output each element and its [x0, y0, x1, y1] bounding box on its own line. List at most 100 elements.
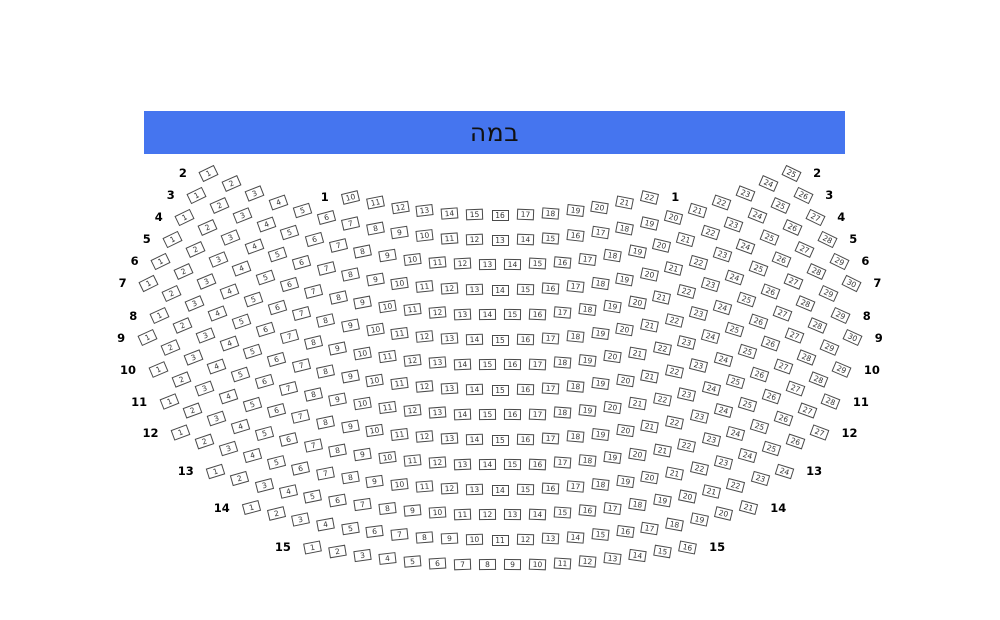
- seat[interactable]: 1: [206, 463, 226, 480]
- seat[interactable]: 12: [441, 482, 459, 495]
- seat[interactable]: 8: [316, 415, 335, 430]
- seat[interactable]: 7: [315, 466, 335, 481]
- seat[interactable]: 1: [242, 500, 262, 516]
- seat[interactable]: 3: [244, 185, 265, 202]
- seat[interactable]: 12: [516, 533, 534, 546]
- seat[interactable]: 19: [590, 326, 610, 341]
- seat[interactable]: 10: [428, 506, 447, 519]
- seat[interactable]: 21: [688, 202, 708, 218]
- seat[interactable]: 20: [714, 506, 734, 522]
- seat[interactable]: 6: [328, 494, 347, 508]
- seat[interactable]: 3: [353, 548, 372, 563]
- seat[interactable]: 7: [291, 409, 311, 425]
- seat[interactable]: 27: [794, 241, 815, 259]
- seat[interactable]: 22: [664, 312, 684, 328]
- seat[interactable]: 3: [196, 273, 217, 291]
- seat[interactable]: 5: [242, 396, 263, 412]
- seat[interactable]: 10: [415, 229, 434, 243]
- seat[interactable]: 2: [172, 317, 193, 335]
- seat[interactable]: 15: [653, 544, 672, 559]
- seat[interactable]: 6: [304, 232, 324, 248]
- seat[interactable]: 19: [591, 427, 610, 441]
- seat[interactable]: 11: [378, 400, 397, 415]
- seat[interactable]: 24: [701, 380, 721, 396]
- seat[interactable]: 8: [303, 335, 324, 351]
- seat[interactable]: 19: [566, 204, 585, 218]
- seat[interactable]: 11: [440, 231, 459, 245]
- seat[interactable]: 5: [255, 269, 276, 286]
- seat[interactable]: 21: [676, 232, 696, 248]
- seat[interactable]: 25: [748, 260, 768, 277]
- seat[interactable]: 26: [786, 433, 806, 450]
- seat[interactable]: 4: [315, 517, 335, 532]
- seat[interactable]: 13: [453, 308, 472, 320]
- seat[interactable]: 2: [182, 402, 203, 419]
- seat[interactable]: 21: [702, 483, 722, 499]
- seat[interactable]: 26: [771, 251, 792, 269]
- seat[interactable]: 23: [723, 216, 744, 233]
- seat[interactable]: 23: [689, 409, 709, 425]
- seat[interactable]: 12: [415, 330, 434, 343]
- seat[interactable]: 2: [171, 371, 192, 388]
- seat[interactable]: 7: [291, 358, 311, 373]
- seat[interactable]: 24: [724, 269, 745, 286]
- seat[interactable]: 19: [615, 272, 635, 286]
- seat[interactable]: 23: [714, 454, 734, 470]
- seat[interactable]: 20: [652, 238, 672, 254]
- seat[interactable]: 23: [688, 306, 709, 322]
- seat[interactable]: 3: [220, 229, 241, 246]
- seat[interactable]: 4: [219, 335, 239, 352]
- seat[interactable]: 21: [738, 500, 758, 516]
- seat[interactable]: 17: [640, 521, 660, 536]
- seat[interactable]: 17: [590, 225, 610, 240]
- seat[interactable]: 24: [725, 425, 746, 441]
- seat[interactable]: 9: [328, 392, 348, 407]
- seat[interactable]: 21: [640, 369, 660, 384]
- seat[interactable]: 20: [627, 295, 647, 310]
- seat[interactable]: 24: [701, 328, 721, 345]
- seat[interactable]: 2: [185, 241, 206, 259]
- seat[interactable]: 12: [390, 200, 410, 214]
- seat[interactable]: 25: [725, 321, 745, 338]
- seat[interactable]: 20: [628, 447, 647, 462]
- seat[interactable]: 5: [243, 344, 263, 360]
- seat[interactable]: 23: [677, 386, 697, 402]
- seat[interactable]: 13: [503, 509, 522, 521]
- seat[interactable]: 24: [758, 175, 779, 193]
- seat[interactable]: 3: [254, 477, 274, 493]
- seat[interactable]: 19: [639, 215, 659, 231]
- seat[interactable]: 24: [738, 448, 758, 464]
- seat[interactable]: 14: [491, 484, 509, 496]
- seat[interactable]: 12: [453, 258, 472, 270]
- seat[interactable]: 19: [615, 474, 635, 489]
- seat[interactable]: 6: [365, 525, 384, 539]
- seat[interactable]: 25: [770, 197, 791, 215]
- seat[interactable]: 19: [591, 377, 610, 391]
- seat[interactable]: 11: [453, 508, 472, 521]
- seat[interactable]: 23: [735, 185, 756, 202]
- seat[interactable]: 6: [267, 351, 287, 367]
- seat[interactable]: 18: [665, 517, 685, 532]
- seat[interactable]: 18: [566, 380, 585, 393]
- seat[interactable]: 16: [616, 525, 635, 539]
- seat[interactable]: 14: [478, 459, 497, 471]
- seat[interactable]: 16: [541, 482, 559, 495]
- seat[interactable]: 14: [440, 206, 459, 220]
- seat[interactable]: 19: [578, 353, 597, 367]
- seat[interactable]: 4: [219, 282, 240, 300]
- seat[interactable]: 2: [209, 197, 230, 215]
- seat[interactable]: 12: [415, 430, 434, 443]
- seat[interactable]: 18: [553, 356, 572, 369]
- seat[interactable]: 17: [553, 456, 572, 469]
- seat[interactable]: 28: [807, 317, 828, 335]
- seat[interactable]: 28: [806, 263, 827, 281]
- seat[interactable]: 13: [603, 552, 622, 566]
- seat[interactable]: 25: [725, 373, 745, 390]
- seat[interactable]: 6: [254, 373, 275, 390]
- seat[interactable]: 15: [541, 231, 560, 245]
- seat[interactable]: 16: [528, 458, 547, 471]
- seat[interactable]: 8: [478, 559, 497, 571]
- seat[interactable]: 13: [440, 332, 459, 345]
- seat[interactable]: 12: [466, 233, 484, 246]
- seat[interactable]: 12: [403, 353, 422, 367]
